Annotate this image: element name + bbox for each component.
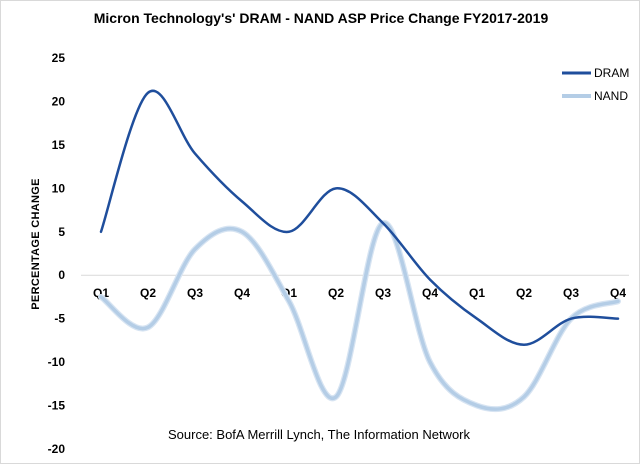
y-tick-label: 25 — [52, 51, 66, 65]
y-tick-label: 10 — [52, 181, 66, 195]
x-tick-label: Q4 — [610, 286, 626, 300]
y-tick-label: -20 — [48, 442, 66, 456]
nand-legend-label: NAND — [594, 89, 628, 103]
y-tick-label: -15 — [48, 399, 66, 413]
dram-legend-label: DRAM — [594, 66, 629, 80]
y-tick-label: -5 — [54, 312, 65, 326]
y-tick-label: 15 — [52, 138, 66, 152]
y-tick-label: 0 — [58, 268, 65, 282]
x-tick-label: Q2 — [516, 286, 532, 300]
x-tick-label: Q3 — [187, 286, 203, 300]
x-tick-label: Q3 — [375, 286, 391, 300]
source-annotation: Source: BofA Merrill Lynch, The Informat… — [168, 427, 471, 442]
legend: DRAM NAND — [562, 66, 629, 103]
x-tick-label: Q2 — [140, 286, 156, 300]
y-tick-label: 20 — [52, 94, 66, 108]
x-tick-label: Q4 — [422, 286, 438, 300]
x-tick-label: Q1 — [469, 286, 485, 300]
y-tick-label: 5 — [58, 225, 65, 239]
x-axis-labels: Q1 Q2 Q3 Q4 Q1 Q2 Q3 Q4 Q1 Q2 Q3 Q4 — [93, 286, 626, 300]
x-tick-label: Q2 — [328, 286, 344, 300]
x-tick-label: Q4 — [234, 286, 250, 300]
dram-series-line — [99, 89, 620, 346]
y-tick-label: -10 — [48, 355, 66, 369]
y-axis-label: PERCENTAGE CHANGE — [30, 178, 42, 309]
nand-series-line — [99, 221, 620, 411]
series-group — [98, 89, 621, 413]
x-tick-label: Q3 — [563, 286, 579, 300]
chart-title: Micron Technology's' DRAM - NAND ASP Pri… — [94, 10, 549, 26]
y-axis: -20 -15 -10 -5 0 5 10 15 20 25 — [48, 51, 66, 456]
